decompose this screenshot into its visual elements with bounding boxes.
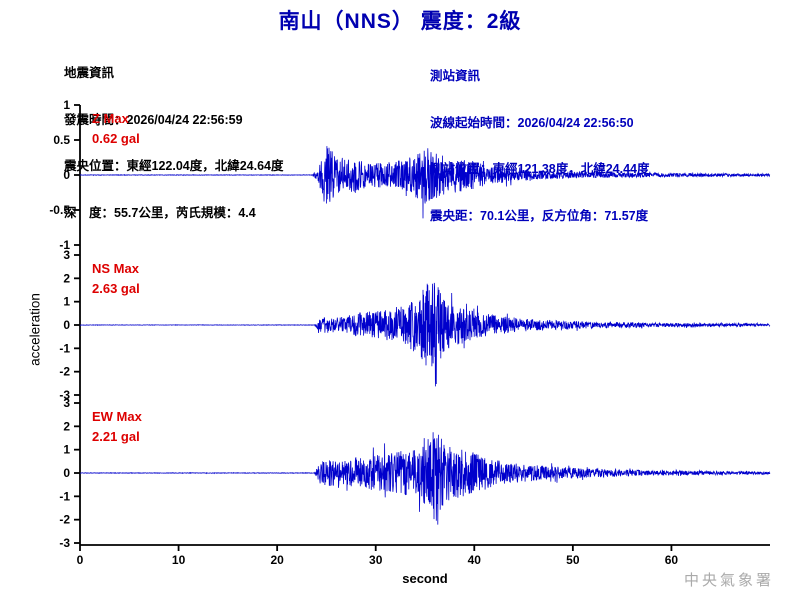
max-value-z: 0.62 gal — [92, 131, 140, 146]
wave-start-time: 波線起始時間：2026/04/24 22:56:50 — [430, 115, 634, 130]
y-tick-label: 3 — [63, 396, 70, 410]
y-tick-label: -3 — [59, 388, 70, 402]
earthquake-info-header: 地震資訊 — [64, 66, 115, 80]
y-tick-label: -2 — [59, 365, 70, 379]
y-tick-label: -1 — [59, 341, 70, 355]
x-tick-label: 40 — [468, 553, 482, 567]
y-tick-label: -1 — [59, 238, 70, 252]
x-tick-label: 50 — [566, 553, 580, 567]
x-tick-label: 60 — [665, 553, 679, 567]
y-tick-label: -3 — [59, 536, 70, 550]
trace-z — [79, 146, 771, 219]
y-tick-label: -2 — [59, 513, 70, 527]
station-info: 測站資訊 波線起始時間：2026/04/24 22:56:50 測站位置：東經1… — [430, 38, 650, 255]
max-label-ew: EW Max — [92, 409, 143, 424]
y-tick-label: 2 — [63, 419, 70, 433]
trace-ns — [79, 282, 771, 387]
y-axis-title: acceleration — [27, 293, 43, 366]
y-tick-label: 0.5 — [53, 133, 70, 147]
x-tick-label: 10 — [172, 553, 186, 567]
origin-time: 發震時間：2026/04/24 22:56:59 — [64, 112, 243, 127]
y-tick-label: 1 — [63, 295, 70, 309]
max-label-ns: NS Max — [92, 261, 140, 276]
x-tick-label: 30 — [369, 553, 383, 567]
x-tick-label: 0 — [77, 553, 84, 567]
page-title: 南山（NNS） 震度：2級 — [278, 10, 522, 33]
trace-ew — [80, 432, 771, 525]
max-value-ns: 2.63 gal — [92, 281, 140, 296]
earthquake-info: 地震資訊 發震時間：2026/04/24 22:56:59 震央位置：東經122… — [64, 35, 284, 252]
agency-watermark: 中央氣象署 — [683, 572, 774, 589]
x-axis-title: second — [402, 571, 448, 586]
epicenter-location: 震央位置：東經122.04度，北緯24.64度 — [64, 159, 284, 173]
y-tick-label: 1 — [63, 98, 70, 112]
y-tick-label: 1 — [63, 443, 70, 457]
y-tick-label: 3 — [63, 248, 70, 262]
max-value-ew: 2.21 gal — [92, 429, 140, 444]
y-tick-label: 2 — [63, 271, 70, 285]
y-tick-label: 0 — [63, 168, 70, 182]
max-label-z: Z Max — [92, 111, 130, 126]
y-tick-label: 0 — [63, 318, 70, 332]
station-info-header: 測站資訊 — [430, 69, 481, 83]
y-tick-label: 0 — [63, 466, 70, 480]
y-tick-label: -0.5 — [49, 203, 70, 217]
epicentral-distance-backazimuth: 震央距：70.1公里，反方位角：71.57度 — [430, 208, 649, 223]
x-tick-label: 20 — [270, 553, 284, 567]
depth-magnitude: 深 度：55.7公里，芮氏規模：4.4 — [64, 205, 256, 220]
y-tick-label: -1 — [59, 489, 70, 503]
